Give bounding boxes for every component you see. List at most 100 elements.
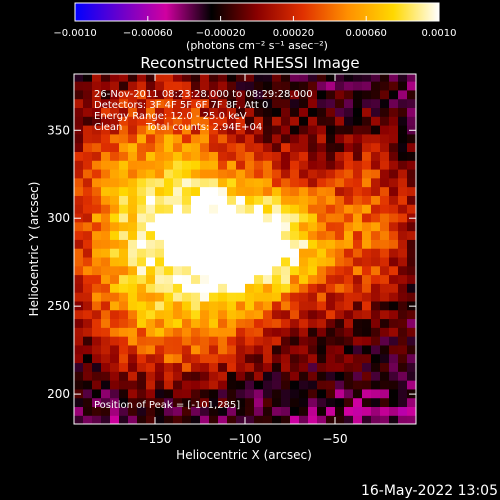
colorbar-tick-label: −0.00060 <box>123 28 173 39</box>
heatmap-cell <box>254 177 264 188</box>
heatmap-cell <box>128 116 138 126</box>
heatmap-cell <box>281 415 291 424</box>
heatmap-cell <box>290 336 300 346</box>
heatmap-cell <box>146 74 156 82</box>
heatmap-cell <box>182 318 192 328</box>
heatmap-cell <box>317 195 327 205</box>
heatmap-cell <box>227 74 237 82</box>
heatmap-cell <box>344 107 354 117</box>
heatmap-cell <box>155 362 165 372</box>
heatmap-cell <box>398 380 408 390</box>
heatmap-cell <box>290 415 300 424</box>
heatmap-cell <box>353 125 363 135</box>
heatmap-cell <box>407 186 416 196</box>
heatmap-cell <box>353 283 363 293</box>
heatmap-cell <box>263 415 273 424</box>
heatmap-cell <box>137 256 147 267</box>
heatmap-cell <box>101 98 111 109</box>
heatmap-cell <box>245 98 255 109</box>
heatmap-cell <box>209 353 219 364</box>
heatmap-cell <box>155 204 165 214</box>
heatmap-cell <box>281 81 291 91</box>
heatmap-cell <box>254 415 264 424</box>
heatmap-cell <box>281 327 291 337</box>
heatmap-cell <box>299 415 309 424</box>
heatmap-cell <box>272 274 282 284</box>
heatmap-cell <box>245 309 255 320</box>
heatmap-cell <box>182 309 192 320</box>
heatmap-cell <box>254 168 264 179</box>
x-axis: −150 −100 −50 <box>139 74 348 446</box>
heatmap-cell <box>371 353 381 364</box>
heatmap-cell <box>191 177 201 188</box>
heatmap-cell <box>299 300 309 311</box>
heatmap-cell <box>254 98 264 109</box>
heatmap-cell <box>146 353 156 364</box>
heatmap-cell <box>155 133 165 144</box>
heatmap-cell <box>281 177 291 188</box>
heatmap-cell <box>335 204 345 214</box>
heatmap-cell <box>317 265 327 276</box>
heatmap-cell <box>380 212 390 223</box>
heatmap-cell <box>344 274 354 284</box>
heatmap-cell <box>398 177 408 188</box>
heatmap-cell <box>308 133 318 144</box>
heatmap-cell <box>281 160 291 170</box>
heatmap-cell <box>344 160 354 170</box>
heatmap-cell <box>281 318 291 328</box>
heatmap-cell <box>380 195 390 205</box>
heatmap-cell <box>236 230 246 240</box>
heatmap-cell <box>110 107 120 117</box>
heatmap-cell <box>200 74 210 82</box>
heatmap-cell <box>344 256 354 267</box>
heatmap-cell <box>182 239 192 249</box>
heatmap-cell <box>155 107 165 117</box>
heatmap-cell <box>83 125 93 135</box>
heatmap-cell <box>173 362 183 372</box>
heatmap-cell <box>245 195 255 205</box>
heatmap-cell <box>389 371 399 381</box>
heatmap-cell <box>236 81 246 91</box>
heatmap-cell <box>245 125 255 135</box>
heatmap-cell <box>227 133 237 144</box>
heatmap-cell <box>326 98 336 109</box>
heatmap-cell <box>326 221 336 232</box>
heatmap-cell <box>92 98 102 109</box>
heatmap-cell <box>389 81 399 91</box>
heatmap-cell <box>326 397 336 408</box>
heatmap-cell <box>146 107 156 117</box>
heatmap-cell <box>182 327 192 337</box>
heatmap-cell <box>83 415 93 424</box>
heatmap-cell <box>362 168 372 179</box>
heatmap-cell <box>308 186 318 196</box>
heatmap-cell <box>317 292 327 302</box>
heatmap-cell <box>389 256 399 267</box>
heatmap-cell <box>335 292 345 302</box>
heatmap-cell <box>137 230 147 240</box>
heatmap-cell <box>128 230 138 240</box>
heatmap-cell <box>371 195 381 205</box>
heatmap-cell <box>344 98 354 109</box>
heatmap-cell <box>290 292 300 302</box>
heatmap-cell <box>218 371 228 381</box>
heatmap-cell <box>173 265 183 276</box>
heatmap-cell <box>344 388 354 399</box>
heatmap-cell <box>236 186 246 196</box>
heatmap-cell <box>155 160 165 170</box>
heatmap-cell <box>353 151 363 161</box>
heatmap-cell <box>146 380 156 390</box>
heatmap-cell <box>290 204 300 214</box>
heatmap-cell <box>191 116 201 126</box>
heatmap-cell <box>326 353 336 364</box>
heatmap-cell <box>398 336 408 346</box>
heatmap-cell <box>380 344 390 355</box>
heatmap-cell <box>155 125 165 135</box>
heatmap-cell <box>371 107 381 117</box>
heatmap-cell <box>227 380 237 390</box>
heatmap-cell <box>344 309 354 320</box>
heatmap-cell <box>308 274 318 284</box>
heatmap-cell <box>308 309 318 320</box>
heatmap-cell <box>74 256 84 267</box>
heatmap-cell <box>407 292 416 302</box>
heatmap-cell <box>236 397 246 408</box>
